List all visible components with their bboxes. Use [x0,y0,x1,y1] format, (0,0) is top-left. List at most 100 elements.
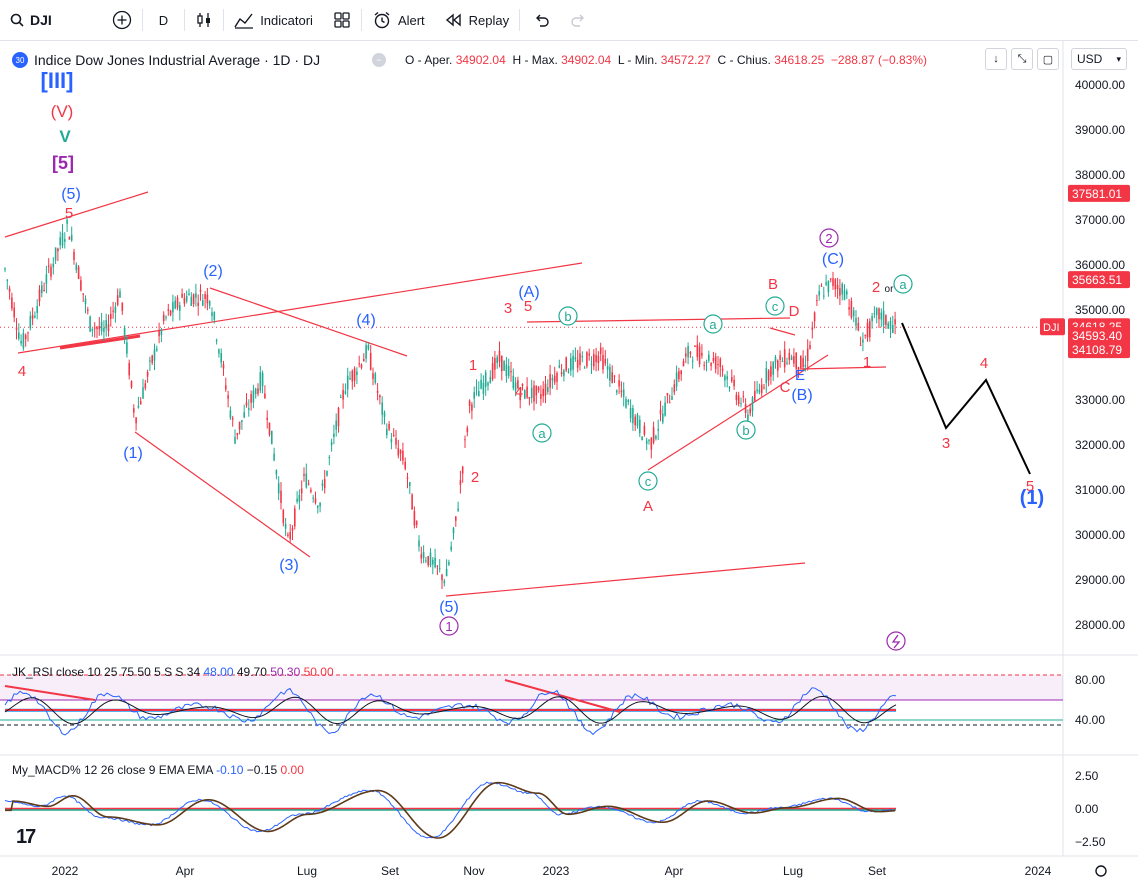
candle-body [560,372,563,375]
candle-body [648,440,650,442]
candle-body [105,320,107,329]
candle-body [622,389,625,397]
rsi-value-2: 49.70 [236,665,267,679]
candle-body [280,490,282,503]
candle-body [747,414,749,421]
candle-body [319,502,321,507]
candle-body [82,293,84,295]
candle-body [455,516,457,521]
macd-legend[interactable]: My_MACD% 12 26 close 9 EMA EMA -0.10 −0.… [12,763,304,777]
interval-button[interactable]: D [143,0,184,40]
trendline [769,327,796,336]
candle-body [404,461,406,469]
symbol-header[interactable]: 30 Indice Dow Jones Industrial Average ·… [12,50,320,70]
candle-body [411,494,413,510]
candle-body [75,264,78,271]
redo-button[interactable] [564,0,592,40]
chart-type-button[interactable] [185,0,223,40]
rsi-slow-line [4,695,897,725]
alert-button[interactable]: Alert [362,0,435,40]
wave-label: (C) [822,251,844,268]
candle-body [158,330,160,337]
candle-body [192,294,195,305]
candle-body [22,332,25,349]
rsi-legend[interactable]: JK_RSI close 10 25 75 50 5 S S 34 48.00 … [12,665,334,679]
wave-label: (A) [518,284,539,301]
indicators-button[interactable]: Indicatori [224,0,323,40]
candle-body [266,417,268,421]
close-value: 34618.25 [774,53,825,67]
candle-body [790,356,793,361]
candle-body [335,420,337,430]
layouts-button[interactable] [323,0,361,40]
candle-body [818,291,820,296]
rsi-title: JK_RSI close 10 25 75 50 5 S S 34 [12,665,201,679]
wave-circle [736,420,756,440]
currency-label: USD [1077,52,1103,66]
tradingview-logo[interactable]: 17 [16,826,36,848]
candle-body [823,295,825,297]
undo-button[interactable] [520,0,564,40]
candle-body [806,348,809,362]
replay-button[interactable]: Replay [435,0,519,40]
candle-body [381,402,383,415]
candle-body [579,353,581,365]
candle-body [731,377,733,382]
candle-body [494,358,496,370]
candle-body [645,440,648,444]
candle-body [307,483,310,485]
candle-body [241,420,243,423]
candle-body [294,508,296,527]
visibility-toggle[interactable]: − [372,53,386,67]
candle-body [376,390,379,393]
candle-body [225,385,227,390]
candle-body [66,219,68,224]
wave-label: V [59,127,71,146]
macd-value-1: -0.10 [216,763,244,777]
candle-body [204,294,206,299]
candle-body [220,353,222,363]
divider [223,9,225,31]
candle-body [243,412,245,418]
candle-body [473,392,475,399]
currency-select[interactable]: USD ▾ [1071,48,1127,70]
candle-body [873,313,876,315]
candle-body [797,367,800,371]
maximize-button[interactable]: ▢ [1037,48,1059,70]
candle-body [399,450,402,454]
candle-body [300,488,303,494]
collapse-button[interactable]: ⤡ [1011,48,1033,70]
time-tick-label: Set [381,864,400,878]
price-tick-label: 38000.00 [1075,168,1125,182]
compare-button[interactable] [62,0,142,40]
wave-circled-label: b [742,423,749,438]
collapse-icon: ⤡ [1017,52,1027,65]
candle-body [767,370,770,381]
candle-body [59,237,61,246]
candle-body [195,293,197,298]
move-down-button[interactable]: ↓ [985,48,1007,70]
candle-body [353,368,356,381]
wave-label: E [795,367,805,384]
candle-body [691,360,694,362]
candle-body [604,358,607,364]
candle-body [535,385,538,396]
candle-body [64,239,66,242]
candle-body [542,388,544,397]
candle-body [549,374,551,388]
page-title: Indice Dow Jones Industrial Average · 1D… [34,52,321,68]
candle-body [526,386,528,398]
candle-body [135,417,137,424]
wave-circled-label: a [709,317,717,332]
candle-body [698,346,701,365]
undo-icon [534,13,550,27]
wave-label: 1 [469,357,477,374]
candle-body [551,378,554,381]
symbol-search[interactable]: DJI [0,0,62,40]
candle-body [6,279,9,281]
wave-labels: [III](V)V[5](5)54(2)(1)(3)(4)(5)(A)53412… [18,68,1044,651]
candle-body [602,354,604,370]
candle-body [50,266,52,277]
price-tick-label: 37000.00 [1075,213,1125,227]
